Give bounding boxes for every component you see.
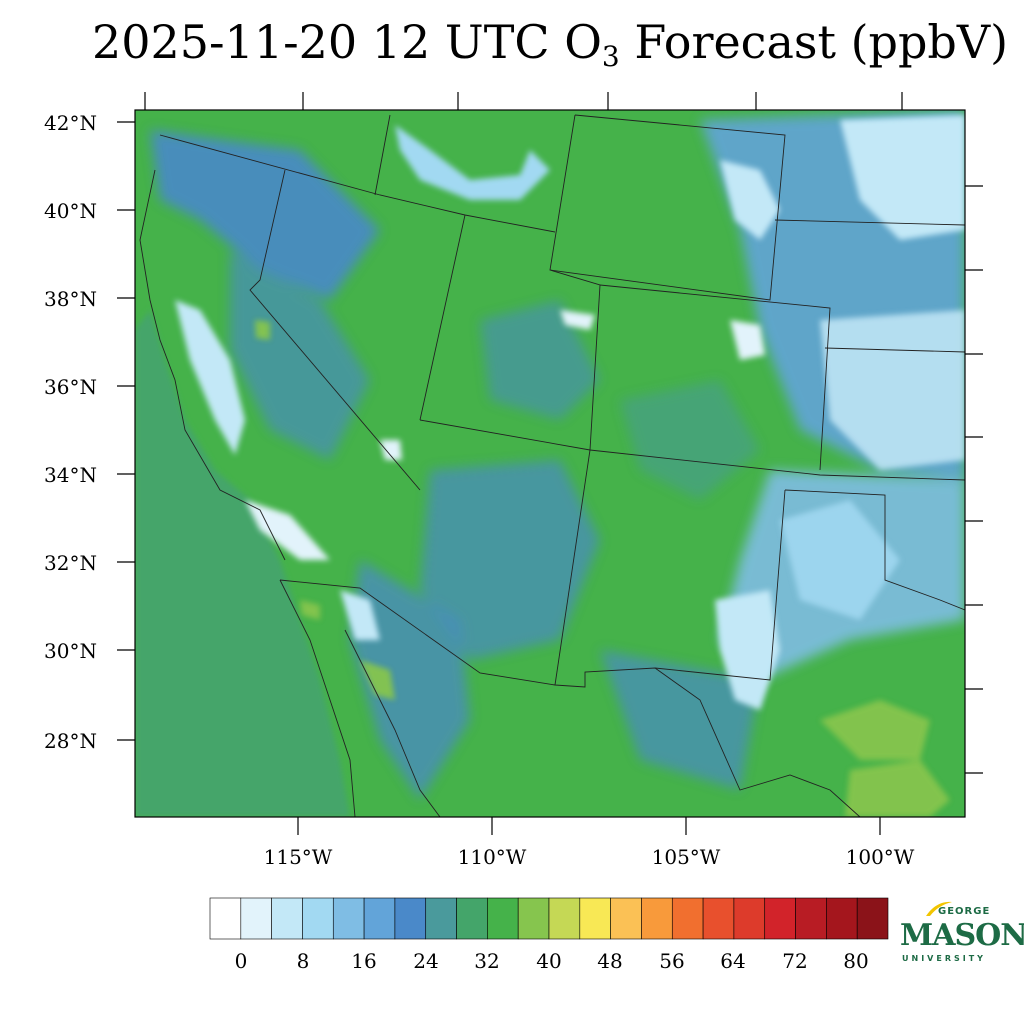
colorbar-label-56: 56 [659,949,684,973]
colorbar-box-15 [671,897,704,940]
lat-labels: 42°N 40°N 38°N 36°N 34°N 32°N 30°N 28°N [44,111,97,753]
colorbar-box-8 [456,897,488,940]
lat-label-34: 34°N [44,463,97,487]
colorbar-box-6 [394,897,427,940]
colorbar-box-21 [856,897,889,940]
colorbar-label-40: 40 [536,949,561,973]
colorbar-box-16 [702,897,735,940]
logo-line-mason: MASON [900,918,1024,953]
colorbar-box-0 [209,897,242,940]
colorbar-box-14 [641,897,673,940]
lat-label-40: 40°N [44,199,97,223]
colorbar-label-0: 0 [235,949,248,973]
colorbar-label-32: 32 [474,949,499,973]
colorbar-label-72: 72 [782,949,807,973]
gmu-logo: GEORGE MASON UNIVERSITY [898,900,1024,970]
colorbar-box-4 [332,897,365,940]
map-title: 2025-11-20 12 UTC O3 Forecast (ppbV) [91,15,1009,73]
map-frame [134,109,966,818]
logo-line-george: GEORGE [938,906,991,917]
colorbar-box-10 [517,897,550,940]
colorbar-box-5 [363,897,396,940]
lat-label-42: 42°N [44,111,97,135]
map-ticks [117,92,983,835]
lon-labels: 115°W 110°W 105°W 100°W [264,845,915,869]
borders [139,114,965,817]
colorbar-box-20 [826,897,858,940]
colorbar-box-12 [579,897,611,940]
lon-label-100: 100°W [846,845,915,869]
lon-label-105: 105°W [652,845,721,869]
map-field [135,110,965,817]
colorbar-box-13 [610,897,642,940]
colorbar-tick-labels: 0 8 16 24 32 40 48 56 64 72 80 [235,949,869,973]
lat-label-30: 30°N [44,639,97,663]
colorbar [209,897,889,940]
lat-label-28: 28°N [44,729,97,753]
colorbar-label-64: 64 [720,949,745,973]
lat-label-36: 36°N [44,375,97,399]
colorbar-box-11 [548,897,581,940]
lon-label-115: 115°W [264,845,333,869]
colorbar-label-24: 24 [413,949,438,973]
logo-line-university: UNIVERSITY [902,954,986,963]
colorbar-box-18 [764,897,796,940]
colorbar-box-9 [487,897,519,940]
colorbar-label-48: 48 [597,949,622,973]
colorbar-box-2 [271,897,303,940]
colorbar-box-7 [425,897,457,940]
colorbar-label-16: 16 [351,949,376,973]
colorbar-label-80: 80 [843,949,868,973]
colorbar-box-3 [302,897,334,940]
lat-label-38: 38°N [44,287,97,311]
colorbar-box-19 [795,897,827,940]
colorbar-box-17 [733,897,766,940]
lon-label-110: 110°W [458,845,527,869]
colorbar-label-8: 8 [297,949,310,973]
lat-label-32: 32°N [44,551,97,575]
colorbar-box-1 [240,897,272,940]
logo-swoosh-icon [926,901,952,916]
